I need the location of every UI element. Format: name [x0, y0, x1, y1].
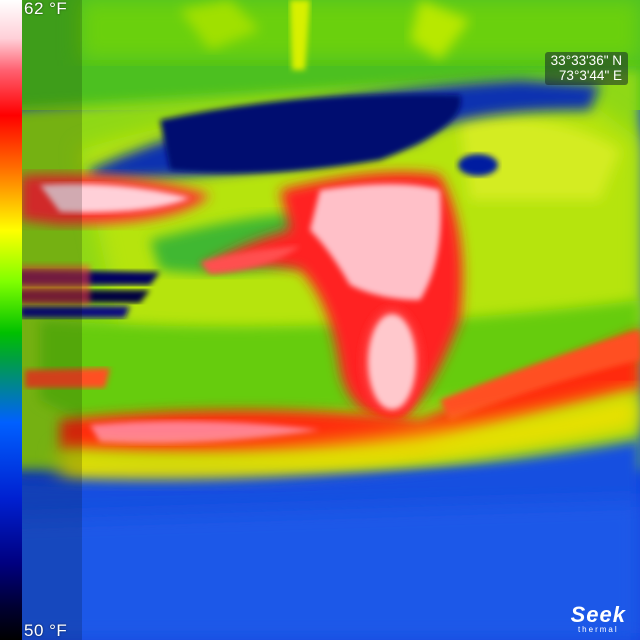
- brand-logo: Seek thermal: [570, 602, 626, 635]
- brand-name: Seek: [570, 602, 626, 627]
- gps-latitude: 33°33'36" N: [550, 53, 622, 68]
- gps-coordinates: 33°33'36" N 73°3'44" E: [544, 52, 628, 85]
- scale-min-label: 50 °F: [24, 621, 68, 640]
- temperature-scale-bar: [0, 0, 22, 640]
- scale-max-label: 62 °F: [24, 0, 68, 18]
- gps-longitude: 73°3'44" E: [558, 68, 622, 83]
- brand-sub: thermal: [577, 625, 619, 634]
